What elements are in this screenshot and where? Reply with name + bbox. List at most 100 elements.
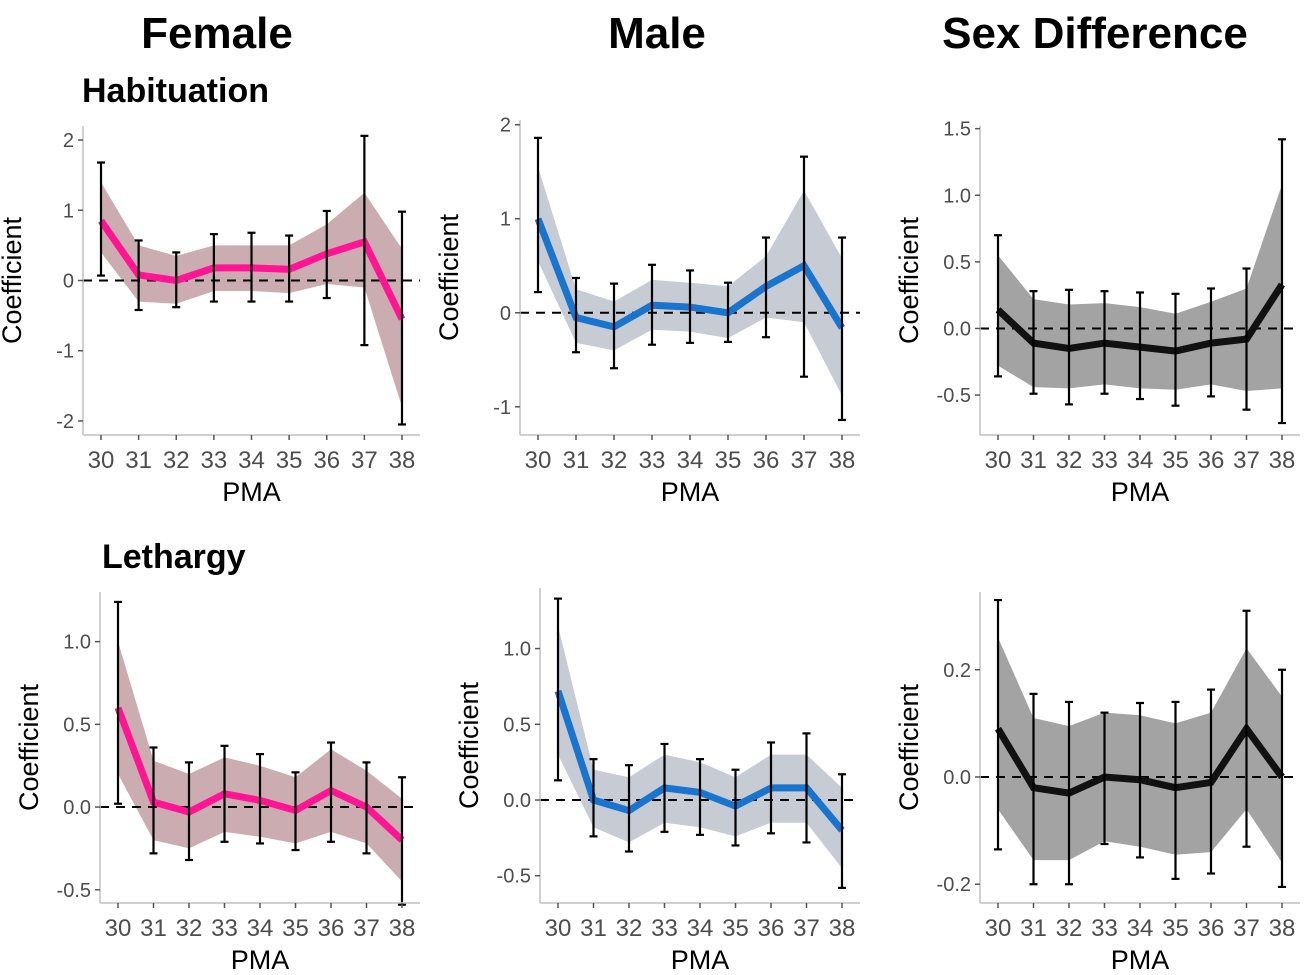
y-tick-label: 0.2 [943, 660, 971, 682]
x-tick-label: 32 [616, 915, 643, 942]
y-tick-label: -0.2 [937, 874, 971, 896]
error-bar-36 [762, 236, 770, 339]
x-tick-label: 33 [1091, 447, 1118, 474]
x-tick-label: 30 [105, 915, 132, 942]
x-tick-label: 33 [651, 915, 678, 942]
x-tick-label: 32 [163, 447, 190, 474]
x-tick-label: 35 [1162, 447, 1189, 474]
error-bar-33 [220, 744, 229, 843]
error-bar-33 [1100, 711, 1109, 846]
y-tick-label: 0.5 [503, 714, 531, 736]
x-tick-label: 37 [351, 447, 378, 474]
error-bar-38 [838, 236, 846, 422]
x-tick-label: 31 [140, 915, 167, 942]
error-bar-33 [660, 742, 669, 833]
x-axis-label: PMA [661, 477, 720, 507]
y-tick-label: 1 [500, 209, 511, 231]
column-title-female: Female [141, 9, 293, 58]
y-axis-label: Coefficient [454, 681, 484, 809]
error-bar-31 [149, 746, 158, 855]
y-tick-label: 0.0 [943, 767, 971, 789]
x-tick-label: 31 [1020, 915, 1047, 942]
error-bar-35 [1171, 700, 1180, 880]
error-bar-34 [696, 758, 704, 836]
x-tick-label: 31 [1020, 447, 1047, 474]
error-bar-32 [185, 761, 193, 862]
error-bar-30 [114, 600, 122, 805]
x-tick-label: 38 [1269, 915, 1296, 942]
x-tick-label: 30 [985, 915, 1012, 942]
x-tick-label: 38 [829, 915, 856, 942]
panel-lethargy-female: -0.5 0.0 0.5 1.0 30 31 32 33 34 35 36 37 38 PMA Coeffi… [14, 592, 420, 975]
x-tick-label: 38 [389, 447, 416, 474]
x-tick-label: 31 [563, 447, 590, 474]
error-bar-35 [285, 234, 294, 303]
y-tick-label: 1.0 [63, 632, 91, 654]
x-tick-label: 34 [677, 447, 704, 474]
y-tick-label: 0.0 [943, 318, 971, 340]
y-tick-label: 0 [63, 271, 74, 293]
x-tick-label: 36 [1198, 447, 1225, 474]
error-bar-31 [134, 239, 143, 312]
x-tick-label: 35 [276, 447, 303, 474]
x-tick-label: 35 [1162, 915, 1189, 942]
y-axis-label: Coefficient [894, 683, 924, 811]
panel-habituation-female: -2 -1 0 1 2 30 31 32 33 34 35 36 37 38 PMA Coefficient [0, 126, 420, 507]
error-bar-35 [731, 768, 740, 847]
error-bar-32 [625, 764, 633, 853]
error-bar-36 [767, 741, 775, 835]
error-bar-36 [327, 741, 335, 843]
error-bar-35 [1171, 292, 1180, 407]
y-tick-label: 0.5 [63, 714, 91, 736]
x-tick-label: 32 [1056, 915, 1083, 942]
x-tick-label: 31 [125, 447, 152, 474]
y-tick-label: 1.0 [503, 639, 531, 661]
error-bar-37 [362, 761, 371, 855]
error-bar-34 [1136, 291, 1144, 401]
error-bar-38 [398, 210, 406, 426]
y-tick-label: 0.0 [503, 790, 531, 812]
x-tick-label: 33 [1091, 915, 1118, 942]
x-axis-label: PMA [671, 945, 730, 975]
y-tick-label: -0.5 [497, 866, 531, 888]
error-bar-37 [1242, 609, 1251, 848]
x-tick-label: 36 [313, 447, 340, 474]
x-tick-label: 33 [201, 447, 228, 474]
error-bar-31 [1029, 290, 1038, 395]
y-axis-label: Coefficient [14, 683, 44, 811]
x-axis-label: PMA [231, 945, 290, 975]
column-title-male: Male [608, 9, 706, 58]
x-tick-label: 37 [353, 915, 380, 942]
y-tick-label: 1.0 [943, 185, 971, 207]
error-bar-30 [994, 234, 1002, 378]
error-bar-33 [1100, 290, 1109, 395]
x-tick-label: 34 [238, 447, 265, 474]
error-bar-32 [610, 282, 618, 370]
x-tick-label: 32 [601, 447, 628, 474]
error-bar-30 [994, 598, 1002, 851]
error-bar-38 [1278, 138, 1286, 425]
x-axis-label: PMA [222, 477, 281, 507]
x-tick-label: 37 [791, 447, 818, 474]
error-bar-30 [534, 136, 542, 294]
error-bar-34 [256, 753, 264, 845]
x-tick-label: 34 [247, 915, 274, 942]
error-bar-31 [1029, 692, 1038, 886]
y-tick-label: 1 [63, 200, 74, 222]
error-bar-32 [1065, 700, 1073, 886]
x-tick-label: 38 [829, 447, 856, 474]
error-bar-33 [648, 263, 656, 346]
x-tick-label: 35 [722, 915, 749, 942]
y-tick-label: 0 [500, 303, 511, 325]
x-tick-label: 30 [525, 447, 552, 474]
x-tick-label: 37 [1233, 915, 1260, 942]
y-axis-label: Coefficient [894, 216, 924, 344]
error-bar-36 [1207, 287, 1215, 398]
error-bar-31 [572, 276, 580, 354]
error-bar-36 [1207, 688, 1215, 875]
error-bar-34 [1136, 701, 1144, 859]
error-bar-37 [800, 155, 808, 378]
x-tick-label: 32 [176, 915, 203, 942]
y-tick-label: -0.5 [937, 385, 971, 407]
x-tick-label: 36 [753, 447, 780, 474]
